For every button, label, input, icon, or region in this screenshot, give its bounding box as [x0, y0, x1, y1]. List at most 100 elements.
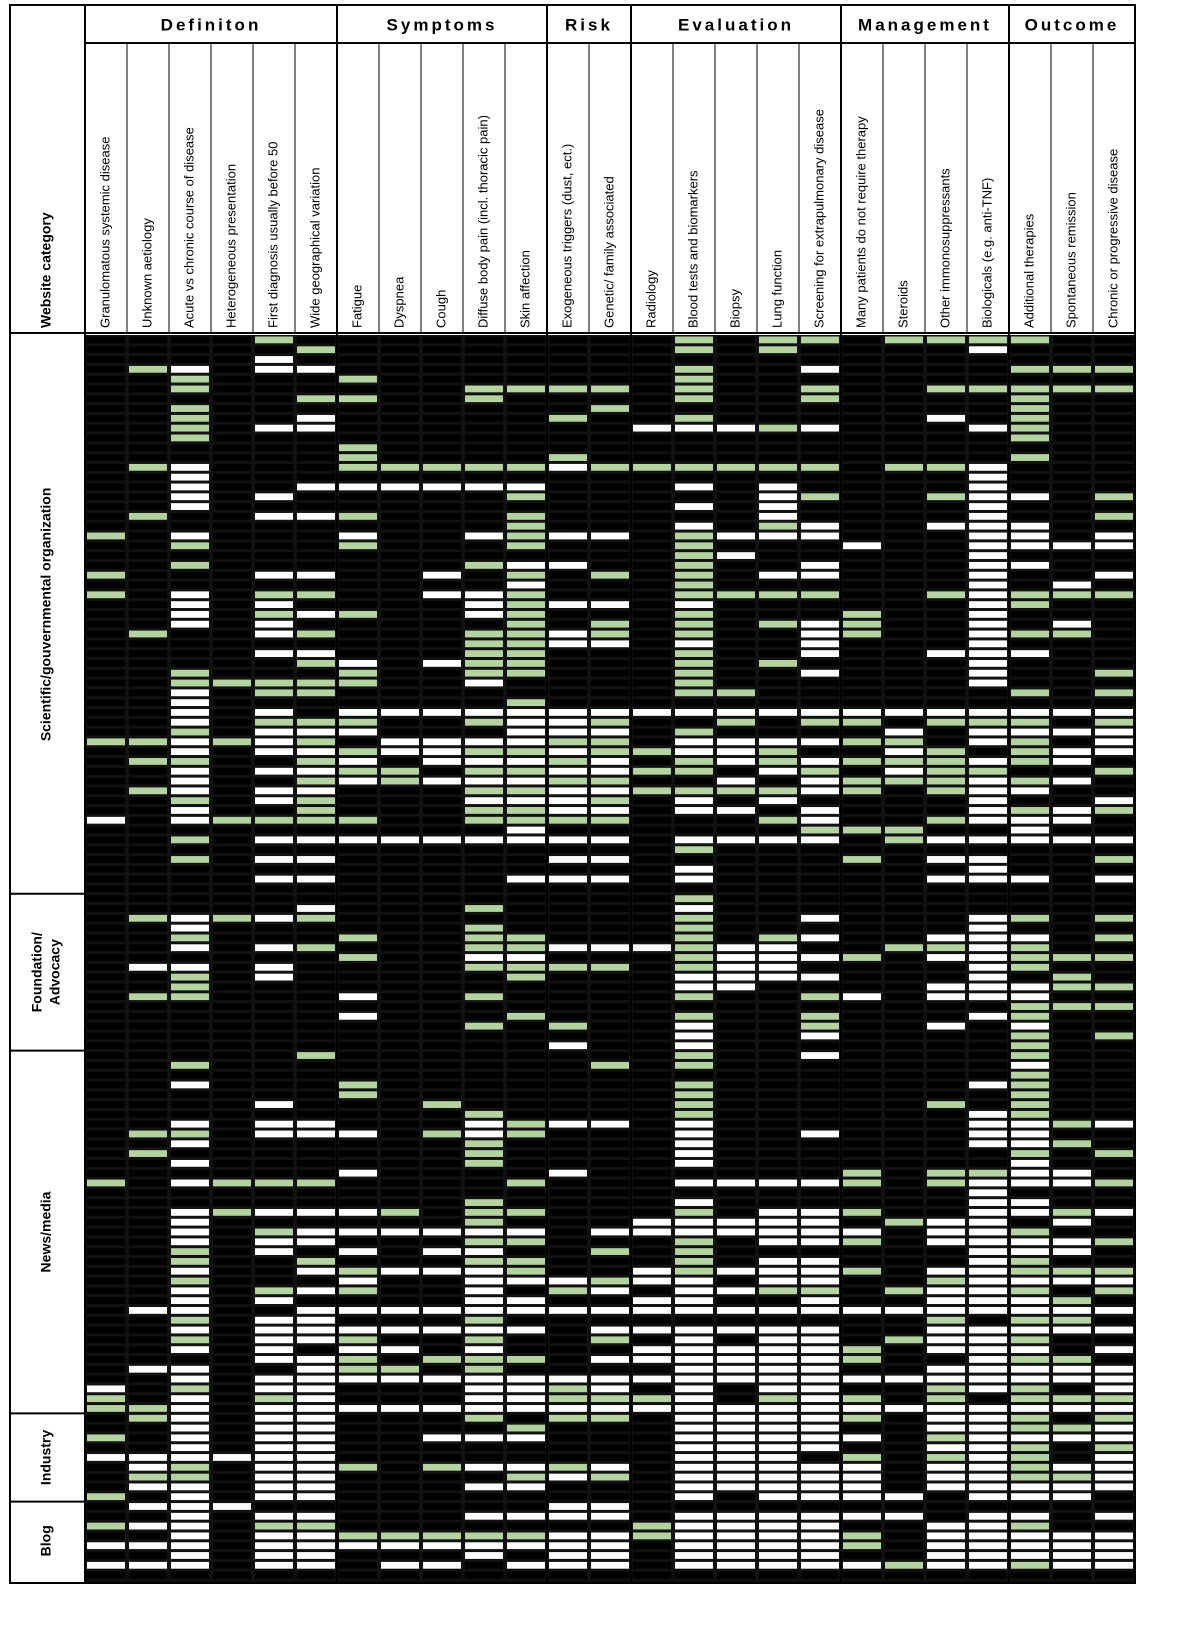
cell [255, 807, 293, 814]
cell [633, 1101, 671, 1108]
cell [1095, 1189, 1133, 1197]
cell [633, 571, 671, 579]
cell [759, 512, 797, 520]
cell [87, 473, 125, 481]
cell [759, 1552, 797, 1559]
cell [1053, 1101, 1091, 1108]
cell [171, 1169, 209, 1177]
cell [843, 1395, 881, 1403]
cell [1011, 865, 1049, 873]
cell [843, 571, 881, 579]
cell [507, 503, 545, 510]
cell [717, 1522, 755, 1530]
cell [255, 1405, 293, 1412]
cell [801, 1071, 839, 1079]
cell [87, 356, 125, 363]
cell [213, 660, 251, 667]
cell [633, 1159, 671, 1167]
cell [843, 1356, 881, 1363]
cell [969, 1424, 1007, 1432]
cell [213, 610, 251, 618]
cell [675, 620, 713, 628]
cell [213, 1414, 251, 1422]
cell [1095, 826, 1133, 834]
cell [675, 1493, 713, 1501]
cell [885, 375, 923, 383]
cell [717, 581, 755, 589]
cell [423, 610, 461, 618]
cell [591, 1140, 629, 1148]
cell [255, 1316, 293, 1324]
cell [717, 522, 755, 530]
cell [255, 483, 293, 491]
cell [255, 1493, 293, 1501]
cell [801, 1463, 839, 1471]
cell [843, 1444, 881, 1452]
cell [171, 512, 209, 520]
cell [87, 375, 125, 383]
cell [381, 1503, 419, 1510]
cell [591, 1022, 629, 1030]
cell [1053, 748, 1091, 756]
cell [1053, 954, 1091, 961]
cell [1011, 1385, 1049, 1393]
cell [171, 1473, 209, 1481]
cell [1053, 385, 1091, 393]
cell [633, 591, 671, 599]
cell [381, 1228, 419, 1236]
cell [381, 1081, 419, 1089]
cell [633, 483, 671, 491]
cell [171, 591, 209, 599]
cell [87, 836, 125, 844]
cell [717, 1248, 755, 1255]
cell [465, 699, 503, 707]
cell [129, 1032, 167, 1040]
cell [297, 1199, 335, 1206]
cell [885, 699, 923, 707]
cell [969, 728, 1007, 736]
cell [213, 1287, 251, 1295]
cell [885, 1463, 923, 1471]
cell [633, 552, 671, 559]
column-group-label: Outcome [1025, 15, 1120, 34]
cell [927, 1532, 965, 1540]
cell [549, 424, 587, 432]
cell [969, 914, 1007, 922]
cell [885, 542, 923, 550]
cell [297, 914, 335, 922]
cell [171, 826, 209, 834]
cell [339, 405, 377, 412]
cell [843, 1130, 881, 1138]
cell [171, 875, 209, 883]
cell [297, 1552, 335, 1559]
cell [1053, 610, 1091, 618]
cell [591, 856, 629, 863]
cell [339, 787, 377, 795]
cell [675, 385, 713, 393]
cell [885, 1571, 923, 1579]
cell [1011, 767, 1049, 775]
cell [423, 1110, 461, 1118]
cell [213, 1444, 251, 1452]
cell [87, 1012, 125, 1020]
cell [423, 1356, 461, 1363]
cell [255, 797, 293, 805]
cell [507, 1012, 545, 1020]
cell [885, 1356, 923, 1363]
cell [717, 1101, 755, 1108]
cell [171, 738, 209, 746]
cell [213, 1493, 251, 1501]
cell [255, 1179, 293, 1187]
column-label: Steroids [895, 280, 910, 328]
cell [1095, 1454, 1133, 1461]
cell [633, 826, 671, 834]
cell [885, 1326, 923, 1334]
cell [171, 689, 209, 697]
cell [969, 512, 1007, 520]
cell [1011, 1218, 1049, 1226]
cell [759, 542, 797, 550]
cell [255, 1522, 293, 1530]
cell [1095, 1307, 1133, 1314]
cell [255, 503, 293, 510]
cell [339, 1032, 377, 1040]
